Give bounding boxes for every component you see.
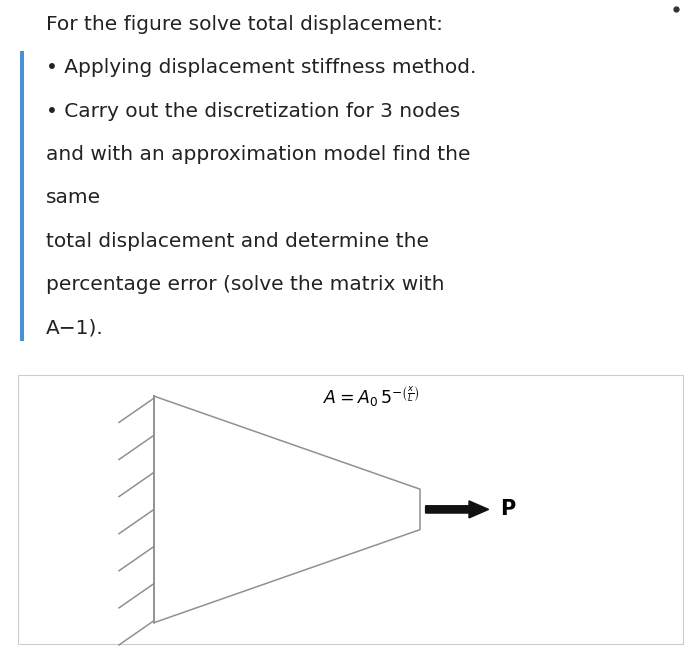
Text: • Applying displacement stiffness method.: • Applying displacement stiffness method…: [46, 58, 476, 77]
Text: • Carry out the discretization for 3 nodes: • Carry out the discretization for 3 nod…: [46, 102, 460, 120]
Text: total displacement and determine the: total displacement and determine the: [46, 232, 428, 251]
Bar: [18, 375, 682, 644]
Text: same: same: [46, 188, 101, 207]
Bar: [20, 51, 24, 340]
Text: percentage error (solve the matrix with: percentage error (solve the matrix with: [46, 275, 444, 294]
Text: and with an approximation model find the: and with an approximation model find the: [46, 145, 470, 164]
Text: P: P: [500, 499, 516, 519]
Text: $A = A_0\,5^{-\left(\frac{x}{L}\right)}$: $A = A_0\,5^{-\left(\frac{x}{L}\right)}$: [323, 384, 419, 409]
Text: For the figure solve total displacement:: For the figure solve total displacement:: [46, 15, 442, 34]
Text: A−1).: A−1).: [46, 318, 104, 337]
FancyArrow shape: [426, 501, 489, 518]
